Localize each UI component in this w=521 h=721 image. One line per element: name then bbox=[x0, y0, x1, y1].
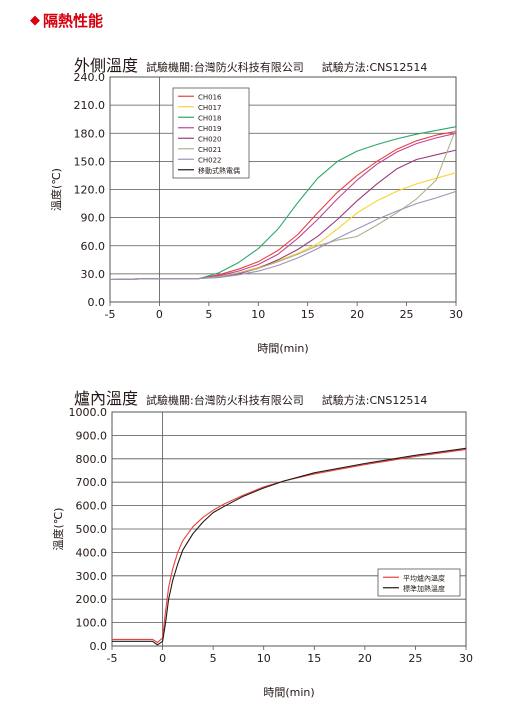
chart2-xtick-label: 10 bbox=[257, 652, 271, 665]
chart1-xtick-label: -5 bbox=[105, 308, 116, 321]
chart2-plot-frame bbox=[111, 411, 467, 647]
section-heading: ◆ 隔熱性能 bbox=[30, 10, 103, 31]
chart2-ytick-label: 900.0 bbox=[76, 429, 108, 442]
chart1-ytick-label: 0.0 bbox=[88, 296, 106, 309]
chart2-method: 試驗方法:CNS12514 bbox=[321, 394, 428, 407]
chart2-xtick-label: 25 bbox=[408, 652, 422, 665]
chart2-legend-label: 標準加熱溫度 bbox=[403, 584, 445, 593]
chart2-ytick-label: 300.0 bbox=[76, 570, 108, 583]
chart1-legend-label: CH020 bbox=[198, 135, 222, 143]
chart1-legend-label: CH016 bbox=[198, 93, 222, 101]
chart2-series-line-0 bbox=[112, 448, 467, 644]
chart1-xtick-label: 30 bbox=[449, 308, 463, 321]
chart2-xtick-label: 30 bbox=[459, 652, 473, 665]
chart1-series-line-6 bbox=[109, 190, 457, 281]
chart2-xtick-label: -5 bbox=[107, 652, 118, 665]
chart2-title: 爐內溫度 bbox=[74, 389, 139, 408]
chart1-legend-box bbox=[172, 87, 250, 179]
chart1-y-axis-label: 溫度(℃) bbox=[49, 168, 63, 211]
chart1-series-line-2 bbox=[109, 126, 457, 281]
chart1-ytick-label: 180.0 bbox=[74, 127, 106, 140]
chart1-legend-label: 移動式熱電偶 bbox=[198, 166, 240, 175]
chart2-legend-label: 平均爐內溫度 bbox=[403, 573, 445, 582]
chart2-ytick-label: 0.0 bbox=[90, 640, 108, 653]
chart2-xtick-label: 5 bbox=[210, 652, 217, 665]
chart1-legend-label: CH021 bbox=[198, 146, 222, 154]
chart1-method: 試驗方法:CNS12514 bbox=[321, 61, 428, 74]
chart2-lab: 試驗機關:台灣防火科技有限公司 bbox=[146, 394, 304, 407]
chart2-ytick-label: 700.0 bbox=[76, 476, 108, 489]
chart2-ytick-label: 100.0 bbox=[76, 617, 108, 630]
chart2-ytick-label: 400.0 bbox=[76, 546, 108, 559]
chart2-ytick-label: 200.0 bbox=[76, 593, 108, 606]
chart1-ytick-label: 120.0 bbox=[74, 184, 106, 197]
chart2-ytick-label: 1000.0 bbox=[69, 406, 108, 419]
chart1-ytick-label: 30.0 bbox=[81, 268, 106, 281]
chart1-x-axis-label: 時間(min) bbox=[257, 342, 308, 355]
diamond-icon: ◆ bbox=[30, 13, 40, 28]
chart1-ytick-label: 150.0 bbox=[74, 155, 106, 168]
chart1-legend-label: CH022 bbox=[198, 156, 222, 164]
chart1-xtick-label: 15 bbox=[301, 308, 315, 321]
chart2-xtick-label: 15 bbox=[307, 652, 321, 665]
chart1-xtick-label: 25 bbox=[400, 308, 414, 321]
chart1-ytick-label: 90.0 bbox=[81, 212, 106, 225]
chart1-title-row: 外側溫度 試驗機關:台灣防火科技有限公司 試驗方法:CNS12514 bbox=[74, 52, 445, 76]
chart1-ytick-label: 210.0 bbox=[74, 99, 106, 112]
section-title: 隔熱性能 bbox=[43, 12, 104, 30]
chart2-y-axis-label: 溫度(℃) bbox=[51, 508, 65, 551]
chart1-lab: 試驗機關:台灣防火科技有限公司 bbox=[146, 61, 304, 74]
chart2-series-line-1 bbox=[112, 447, 467, 646]
chart1-title: 外側溫度 bbox=[74, 56, 139, 75]
chart1-legend-label: CH019 bbox=[198, 125, 222, 133]
chart2-x-axis-label: 時間(min) bbox=[263, 686, 314, 699]
chart1-ytick-label: 60.0 bbox=[81, 240, 106, 253]
chart2-legend-box bbox=[377, 568, 461, 597]
chart2-ytick-label: 800.0 bbox=[76, 453, 108, 466]
chart1-legend-label: CH018 bbox=[198, 114, 222, 122]
chart1-plot-frame bbox=[109, 76, 457, 303]
chart2-title-row: 爐內溫度 試驗機關:台灣防火科技有限公司 試驗方法:CNS12514 bbox=[74, 385, 445, 409]
chart1-xtick-label: 10 bbox=[251, 308, 265, 321]
chart1-xtick-label: 20 bbox=[350, 308, 364, 321]
chart1-legend-label: CH017 bbox=[198, 104, 222, 112]
chart2-xtick-label: 20 bbox=[358, 652, 372, 665]
chart1-ytick-label: 240.0 bbox=[74, 71, 106, 84]
chart2-xtick-label: 0 bbox=[159, 652, 166, 665]
chart2-ytick-label: 500.0 bbox=[76, 523, 108, 536]
chart1-xtick-label: 5 bbox=[205, 308, 212, 321]
chart2-ytick-label: 600.0 bbox=[76, 500, 108, 513]
chart1-xtick-label: 0 bbox=[156, 308, 163, 321]
